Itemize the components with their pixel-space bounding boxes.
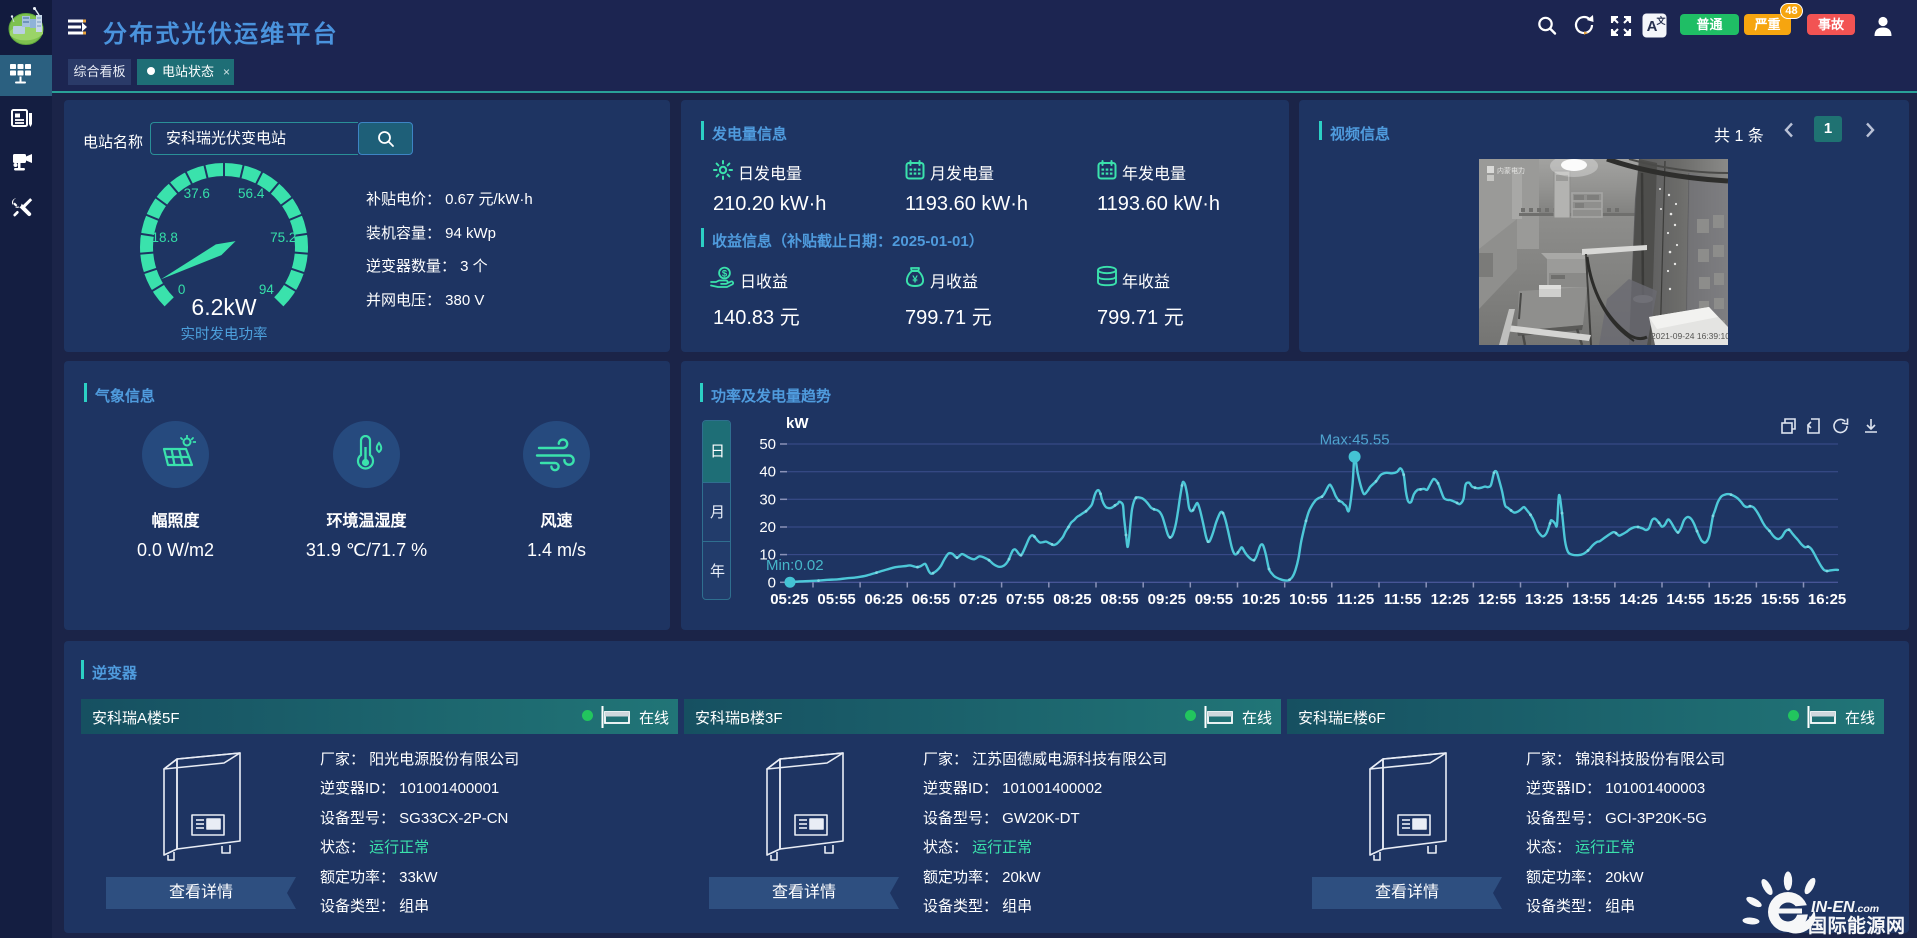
svg-text:14:25: 14:25 — [1619, 591, 1657, 608]
svg-text:文: 文 — [1655, 15, 1666, 26]
svg-text:6.2kW: 6.2kW — [191, 294, 256, 320]
svg-text:0: 0 — [768, 574, 776, 591]
svg-text:16:25: 16:25 — [1808, 591, 1846, 608]
svg-text:30: 30 — [759, 491, 776, 508]
svg-text:内蒙电力: 内蒙电力 — [1497, 166, 1525, 175]
svg-text:14:55: 14:55 — [1666, 591, 1704, 608]
svg-text:07:25: 07:25 — [959, 591, 997, 608]
svg-text:0: 0 — [178, 282, 186, 297]
svg-text:20: 20 — [759, 519, 776, 536]
svg-text:A: A — [1647, 18, 1658, 35]
svg-text:实时发电功率: 实时发电功率 — [181, 326, 268, 343]
svg-text:06:25: 06:25 — [865, 591, 903, 608]
svg-text:$: $ — [722, 269, 728, 280]
svg-text:56.4: 56.4 — [238, 186, 265, 201]
svg-text:12:25: 12:25 — [1431, 591, 1469, 608]
svg-text:IN-EN.com: IN-EN.com — [1811, 899, 1879, 916]
svg-text:¥: ¥ — [912, 275, 918, 286]
svg-text:40: 40 — [759, 464, 776, 481]
svg-text:08:25: 08:25 — [1053, 591, 1091, 608]
svg-text:10:55: 10:55 — [1289, 591, 1327, 608]
svg-text:15:25: 15:25 — [1714, 591, 1752, 608]
svg-text:kW: kW — [786, 415, 809, 432]
svg-text:13:55: 13:55 — [1572, 591, 1610, 608]
svg-text:50: 50 — [759, 436, 776, 453]
svg-text:18.8: 18.8 — [152, 230, 178, 245]
svg-text:05:25: 05:25 — [770, 591, 808, 608]
svg-text:11:25: 11:25 — [1337, 591, 1375, 608]
svg-text:05:55: 05:55 — [817, 591, 855, 608]
svg-text:08:55: 08:55 — [1100, 591, 1138, 608]
svg-text:10: 10 — [759, 547, 776, 564]
svg-text:07:55: 07:55 — [1006, 591, 1044, 608]
svg-text:12:55: 12:55 — [1478, 591, 1516, 608]
svg-text:11:55: 11:55 — [1384, 591, 1422, 608]
svg-text:Max:45.55: Max:45.55 — [1320, 432, 1390, 449]
svg-text:Min:0.02: Min:0.02 — [766, 557, 824, 574]
svg-text:10:25: 10:25 — [1242, 591, 1280, 608]
svg-text:06:55: 06:55 — [912, 591, 950, 608]
svg-text:09:55: 09:55 — [1195, 591, 1233, 608]
svg-text:13:25: 13:25 — [1525, 591, 1563, 608]
svg-text:37.6: 37.6 — [184, 186, 210, 201]
svg-text:15:55: 15:55 — [1761, 591, 1799, 608]
svg-text:国际能源网: 国际能源网 — [1808, 914, 1906, 937]
svg-text:2021-09-24 16:39:10: 2021-09-24 16:39:10 — [1651, 331, 1728, 341]
svg-text:75.2: 75.2 — [270, 230, 296, 245]
svg-text:09:25: 09:25 — [1148, 591, 1186, 608]
svg-text:94: 94 — [259, 282, 275, 297]
